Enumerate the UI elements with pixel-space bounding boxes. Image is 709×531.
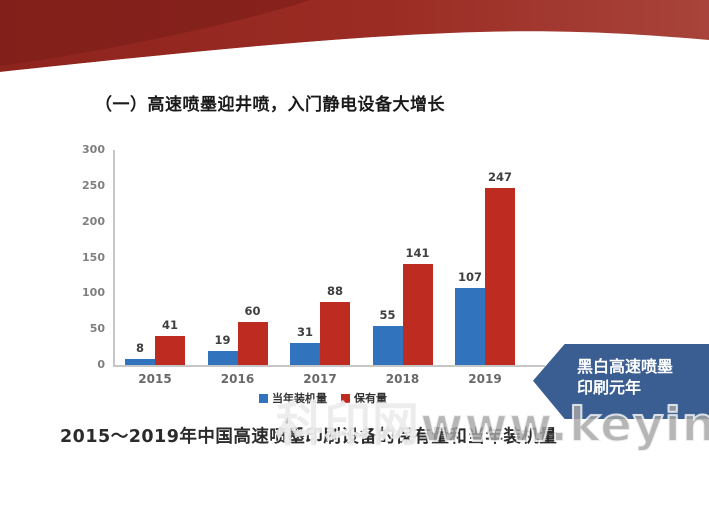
bar-2015-series0 [125, 359, 155, 365]
slide-title: （一）高速喷墨迎井喷，入门静电设备大增长 [95, 95, 445, 115]
legend-swatch [341, 393, 350, 403]
bar-2018-series0 [372, 325, 403, 365]
x-tick-label: 2015 [138, 372, 172, 386]
legend-item: 保有量 [341, 390, 387, 406]
x-axis-line [113, 365, 545, 367]
y-tick-label: 300 [82, 143, 105, 156]
bar-value-label: 41 [161, 317, 178, 332]
bar-2016-series1 [237, 322, 268, 365]
y-tick-label: 150 [82, 250, 105, 264]
chart-legend: 当年装机量 保有量 [113, 390, 533, 406]
x-tick-label: 2016 [220, 372, 255, 386]
legend-label: 保有量 [354, 392, 387, 405]
x-tick-label: 2019 [468, 372, 502, 386]
legend-swatch [259, 393, 268, 403]
y-tick-label: 200 [82, 214, 105, 228]
bar-2019-series0 [455, 288, 485, 365]
bar-value-label: 88 [326, 283, 343, 298]
red-ribbon-decoration [0, 0, 709, 74]
legend-item: 当年装机量 [259, 390, 327, 406]
bar-2017-series1 [320, 301, 350, 365]
y-tick-label: 100 [82, 286, 105, 300]
bar-value-label: 19 [214, 333, 231, 348]
y-tick-label: 250 [82, 178, 105, 192]
y-axis-line [113, 150, 115, 366]
callout-line1: 黑白高速喷墨 [577, 357, 674, 376]
bar-value-label: 8 [135, 341, 144, 356]
y-tick-label: 0 [97, 358, 105, 371]
chart-caption: 2015～2019年中国高速喷墨印刷设备的保有量和当年装机量 [60, 427, 558, 447]
bar-value-label: 31 [296, 324, 313, 339]
bar-value-label: 60 [244, 304, 261, 318]
bar-value-label: 247 [487, 169, 512, 184]
bar-2016-series0 [207, 351, 238, 365]
bar-2018-series1 [402, 263, 433, 365]
bar-2017-series0 [290, 342, 320, 365]
bar-value-label: 141 [405, 245, 430, 260]
x-tick-label: 2017 [303, 372, 337, 386]
x-tick-label: 2018 [385, 372, 420, 386]
bar-value-label: 55 [379, 307, 396, 322]
legend-label: 当年装机量 [272, 392, 327, 405]
bar-chart: 0 50 100 150 200 250 300 8 41 2015 19 60 2016 31 88 201… [82, 143, 545, 405]
bar-value-label: 107 [457, 270, 482, 285]
y-tick-label: 50 [89, 322, 105, 336]
callout-banner: 黑白高速喷墨 印刷元年 [533, 344, 709, 419]
bar-2019-series1 [485, 187, 515, 365]
callout-line2: 印刷元年 [577, 378, 642, 398]
bar-2015-series1 [155, 335, 185, 365]
